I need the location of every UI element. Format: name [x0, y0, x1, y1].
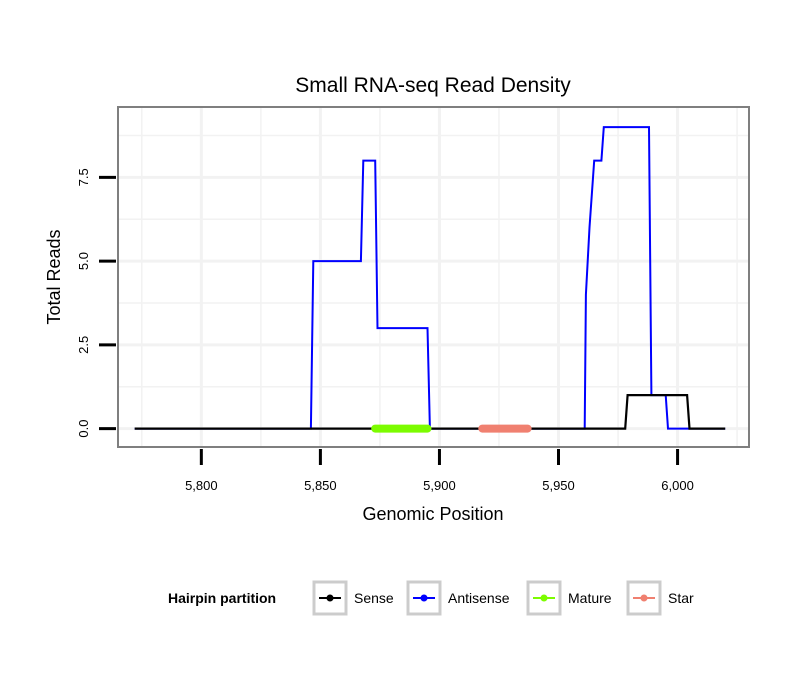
legend-items: Sense Antisense Mature Star — [312, 580, 694, 616]
legend-key-point — [326, 594, 334, 602]
legend-label: Star — [668, 590, 694, 606]
series-layer — [134, 126, 726, 433]
legend-key-point — [420, 594, 428, 602]
y-axis: 0.0 2.5 5.0 7.5 — [76, 168, 116, 438]
y-axis-title: Total Reads — [44, 229, 64, 324]
plot-background — [118, 107, 749, 447]
legend-key-point — [640, 594, 648, 602]
legend-title: Hairpin partition — [168, 590, 276, 606]
legend-item-star: Star — [626, 580, 694, 616]
legend-key-point — [540, 594, 548, 602]
legend-item-sense: Sense — [312, 580, 394, 616]
x-axis: 5,800 5,850 5,900 5,950 6,000 — [185, 449, 694, 493]
chart-title: Small RNA-seq Read Density — [295, 74, 571, 97]
legend: Hairpin partition Sense Antisense Mature St… — [168, 580, 694, 616]
series-line-antisense — [134, 126, 726, 430]
legend-item-mature: Mature — [526, 580, 612, 616]
plot-panel — [117, 106, 750, 448]
y-tick-label: 7.5 — [76, 168, 91, 186]
x-axis-title: Genomic Position — [362, 504, 503, 524]
plot-border — [117, 106, 750, 448]
x-tick-label: 5,950 — [542, 478, 575, 493]
legend-label: Mature — [568, 590, 612, 606]
x-tick-label: 5,800 — [185, 478, 218, 493]
x-tick-label: 6,000 — [661, 478, 694, 493]
x-tick-label: 5,900 — [423, 478, 456, 493]
grid-lines — [118, 107, 749, 447]
y-tick-label: 2.5 — [76, 336, 91, 354]
legend-label: Antisense — [448, 590, 510, 606]
y-tick-label: 5.0 — [76, 252, 91, 270]
legend-label: Sense — [354, 590, 394, 606]
x-tick-label: 5,850 — [304, 478, 337, 493]
y-tick-label: 0.0 — [76, 420, 91, 438]
series-line-sense — [134, 394, 726, 430]
legend-item-antisense: Antisense — [406, 580, 510, 616]
